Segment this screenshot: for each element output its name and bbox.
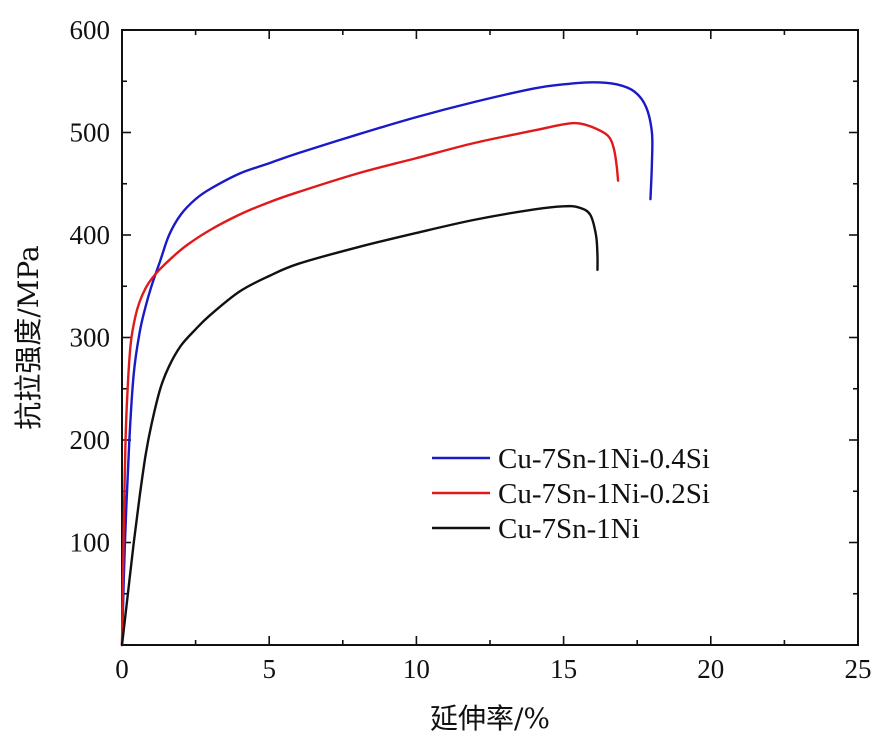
x-tick-label: 0: [115, 654, 129, 684]
x-tick-label: 15: [550, 654, 577, 684]
y-tick-label: 200: [70, 425, 111, 455]
y-tick-label: 500: [70, 118, 111, 148]
y-axis-ticks: 100 200 300 400 500 600: [70, 15, 858, 646]
x-axis-title: 延伸率/%: [430, 702, 550, 735]
plot-border: [121, 29, 859, 646]
y-axis-title: 抗拉强度/MPa: [12, 245, 45, 429]
legend-label: Cu-7Sn-1Ni: [498, 513, 640, 545]
x-axis-ticks: 0 5 10 15 20 25: [115, 30, 872, 684]
x-tick-label: 20: [697, 654, 724, 684]
plot-frame: [121, 29, 859, 646]
y-tick-label: 400: [70, 220, 111, 250]
y-tick-label: 300: [70, 323, 111, 353]
x-tick-label: 10: [403, 654, 430, 684]
series-line-2: [120, 121, 620, 647]
y-tick-label: 100: [70, 528, 111, 558]
legend-label: Cu-7Sn-1Ni-0.2Si: [498, 478, 710, 510]
x-tick-label: 25: [845, 654, 872, 684]
y-tick-label: 600: [70, 15, 111, 45]
series-line-1: [120, 81, 654, 647]
series-line-3: [120, 204, 599, 647]
series-layer: [120, 81, 654, 647]
legend-label: Cu-7Sn-1Ni-0.4Si: [498, 443, 710, 475]
x-tick-label: 5: [262, 654, 276, 684]
legend: Cu-7Sn-1Ni-0.4SiCu-7Sn-1Ni-0.2SiCu-7Sn-1…: [432, 443, 710, 545]
